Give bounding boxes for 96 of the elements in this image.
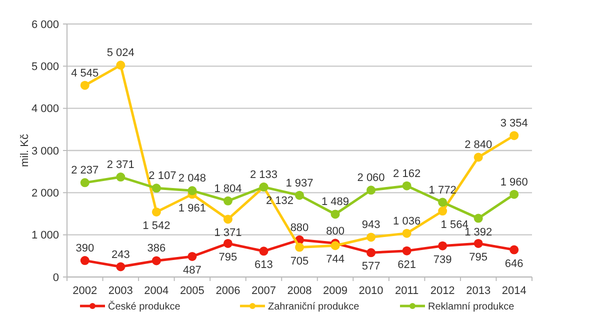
legend-label: Reklamní produkce — [428, 302, 515, 312]
data-label: 795 — [469, 251, 488, 264]
legend-label: Zahraniční produkce — [268, 302, 360, 312]
x-tick-label: 2009 — [323, 285, 348, 297]
data-label: 800 — [326, 225, 344, 238]
point — [80, 80, 90, 90]
point — [438, 206, 448, 216]
x-tick-label: 2003 — [108, 285, 133, 297]
data-label: 1 392 — [464, 226, 492, 238]
point — [366, 248, 376, 258]
y-tick-label: 3 000 — [31, 145, 59, 158]
data-label: 1 036 — [393, 215, 421, 228]
x-tick-label: 2012 — [430, 285, 455, 297]
data-label: 943 — [362, 219, 380, 232]
data-label: 1 542 — [142, 220, 170, 232]
point — [223, 196, 232, 206]
x-tick-label: 2011 — [394, 285, 419, 297]
data-label: 2 107 — [148, 170, 176, 182]
point — [80, 178, 90, 188]
point — [330, 210, 340, 219]
data-label: 1 960 — [500, 176, 528, 188]
point — [188, 186, 197, 196]
y-tick-label: 6 000 — [31, 18, 59, 31]
point — [366, 232, 376, 242]
data-label: 390 — [76, 242, 94, 255]
y-tick-label: 1 000 — [31, 230, 59, 242]
point — [295, 190, 304, 200]
x-tick-label: 2005 — [180, 285, 204, 297]
data-label: 2 048 — [178, 172, 206, 185]
point — [80, 256, 90, 266]
point — [510, 131, 519, 140]
point — [366, 186, 376, 195]
x-tick-label: 2008 — [287, 285, 312, 297]
data-label: 577 — [362, 260, 380, 273]
point — [402, 228, 412, 238]
point — [295, 242, 304, 252]
data-label: 1 937 — [286, 177, 314, 190]
point — [152, 184, 161, 193]
point — [402, 181, 412, 190]
data-label: 2 060 — [357, 172, 385, 184]
point — [474, 238, 483, 248]
point — [474, 214, 483, 223]
data-label: 646 — [504, 258, 524, 270]
y-tick-label: 2 000 — [31, 188, 59, 200]
data-label: 3 354 — [500, 118, 528, 130]
x-tick-label: 2006 — [216, 285, 240, 297]
data-label: 386 — [147, 242, 166, 255]
data-label: 487 — [183, 264, 202, 276]
data-label: 5 024 — [106, 47, 134, 60]
point — [330, 241, 340, 250]
data-label: 1 804 — [214, 182, 242, 195]
x-tick-label: 2007 — [251, 285, 276, 297]
x-tick-label: 2010 — [358, 285, 384, 297]
data-label: 880 — [290, 222, 309, 234]
y-tick-label: 5 000 — [31, 61, 59, 74]
data-label: 2 371 — [106, 159, 134, 172]
point — [474, 152, 483, 162]
data-label: 1 371 — [214, 227, 242, 240]
data-label: 2 133 — [250, 169, 278, 182]
point — [188, 252, 197, 261]
point — [510, 190, 519, 199]
y-tick-label: 0 — [52, 272, 59, 284]
x-tick-label: 2014 — [502, 285, 526, 297]
data-label: 739 — [433, 254, 452, 266]
point — [223, 214, 232, 224]
data-label: 2 840 — [464, 139, 492, 152]
point — [438, 241, 448, 250]
point — [116, 172, 126, 182]
x-tick-label: 2002 — [72, 285, 98, 297]
point — [152, 207, 161, 216]
point — [116, 262, 126, 272]
legend-label: České produkce — [108, 300, 181, 312]
point — [402, 246, 412, 256]
y-axis-title: mil. Kč — [19, 134, 31, 167]
data-label: 2 162 — [393, 168, 421, 180]
data-label: 4 545 — [71, 67, 99, 80]
data-label: 1 961 — [178, 202, 206, 214]
data-label: 243 — [111, 248, 130, 261]
data-label: 795 — [218, 251, 238, 264]
data-label: 1 489 — [322, 196, 350, 208]
data-label: 2 237 — [71, 164, 99, 177]
x-tick-label: 2013 — [466, 285, 491, 297]
y-tick-label: 4 000 — [31, 103, 59, 116]
point — [259, 246, 268, 256]
x-tick-label: 2004 — [144, 285, 169, 297]
point — [223, 238, 232, 248]
point — [116, 60, 126, 70]
data-label: 744 — [326, 254, 344, 266]
point — [510, 245, 519, 254]
point — [438, 198, 448, 207]
data-label: 621 — [398, 258, 416, 271]
data-label: 1 772 — [428, 184, 456, 196]
data-label: 613 — [254, 259, 273, 272]
point — [152, 256, 161, 266]
data-label: 2 132 — [266, 195, 294, 208]
data-label: 705 — [290, 255, 309, 268]
